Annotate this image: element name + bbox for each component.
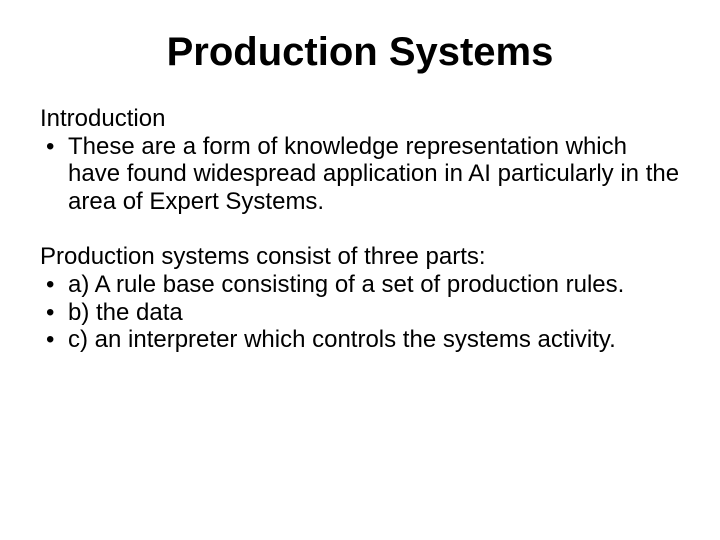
section-1-label: Introduction (40, 105, 680, 133)
slide-title: Production Systems (40, 30, 680, 75)
list-item: c) an interpreter which controls the sys… (40, 326, 680, 354)
list-item: These are a form of knowledge representa… (40, 133, 680, 216)
list-item: a) A rule base consisting of a set of pr… (40, 271, 680, 299)
slide: Production Systems Introduction These ar… (0, 0, 720, 540)
section-1-bullets: These are a form of knowledge representa… (40, 133, 680, 216)
section-2-bullets: a) A rule base consisting of a set of pr… (40, 271, 680, 354)
slide-body: Introduction These are a form of knowled… (40, 105, 680, 354)
section-2-label: Production systems consist of three part… (40, 243, 680, 271)
list-item: b) the data (40, 299, 680, 327)
